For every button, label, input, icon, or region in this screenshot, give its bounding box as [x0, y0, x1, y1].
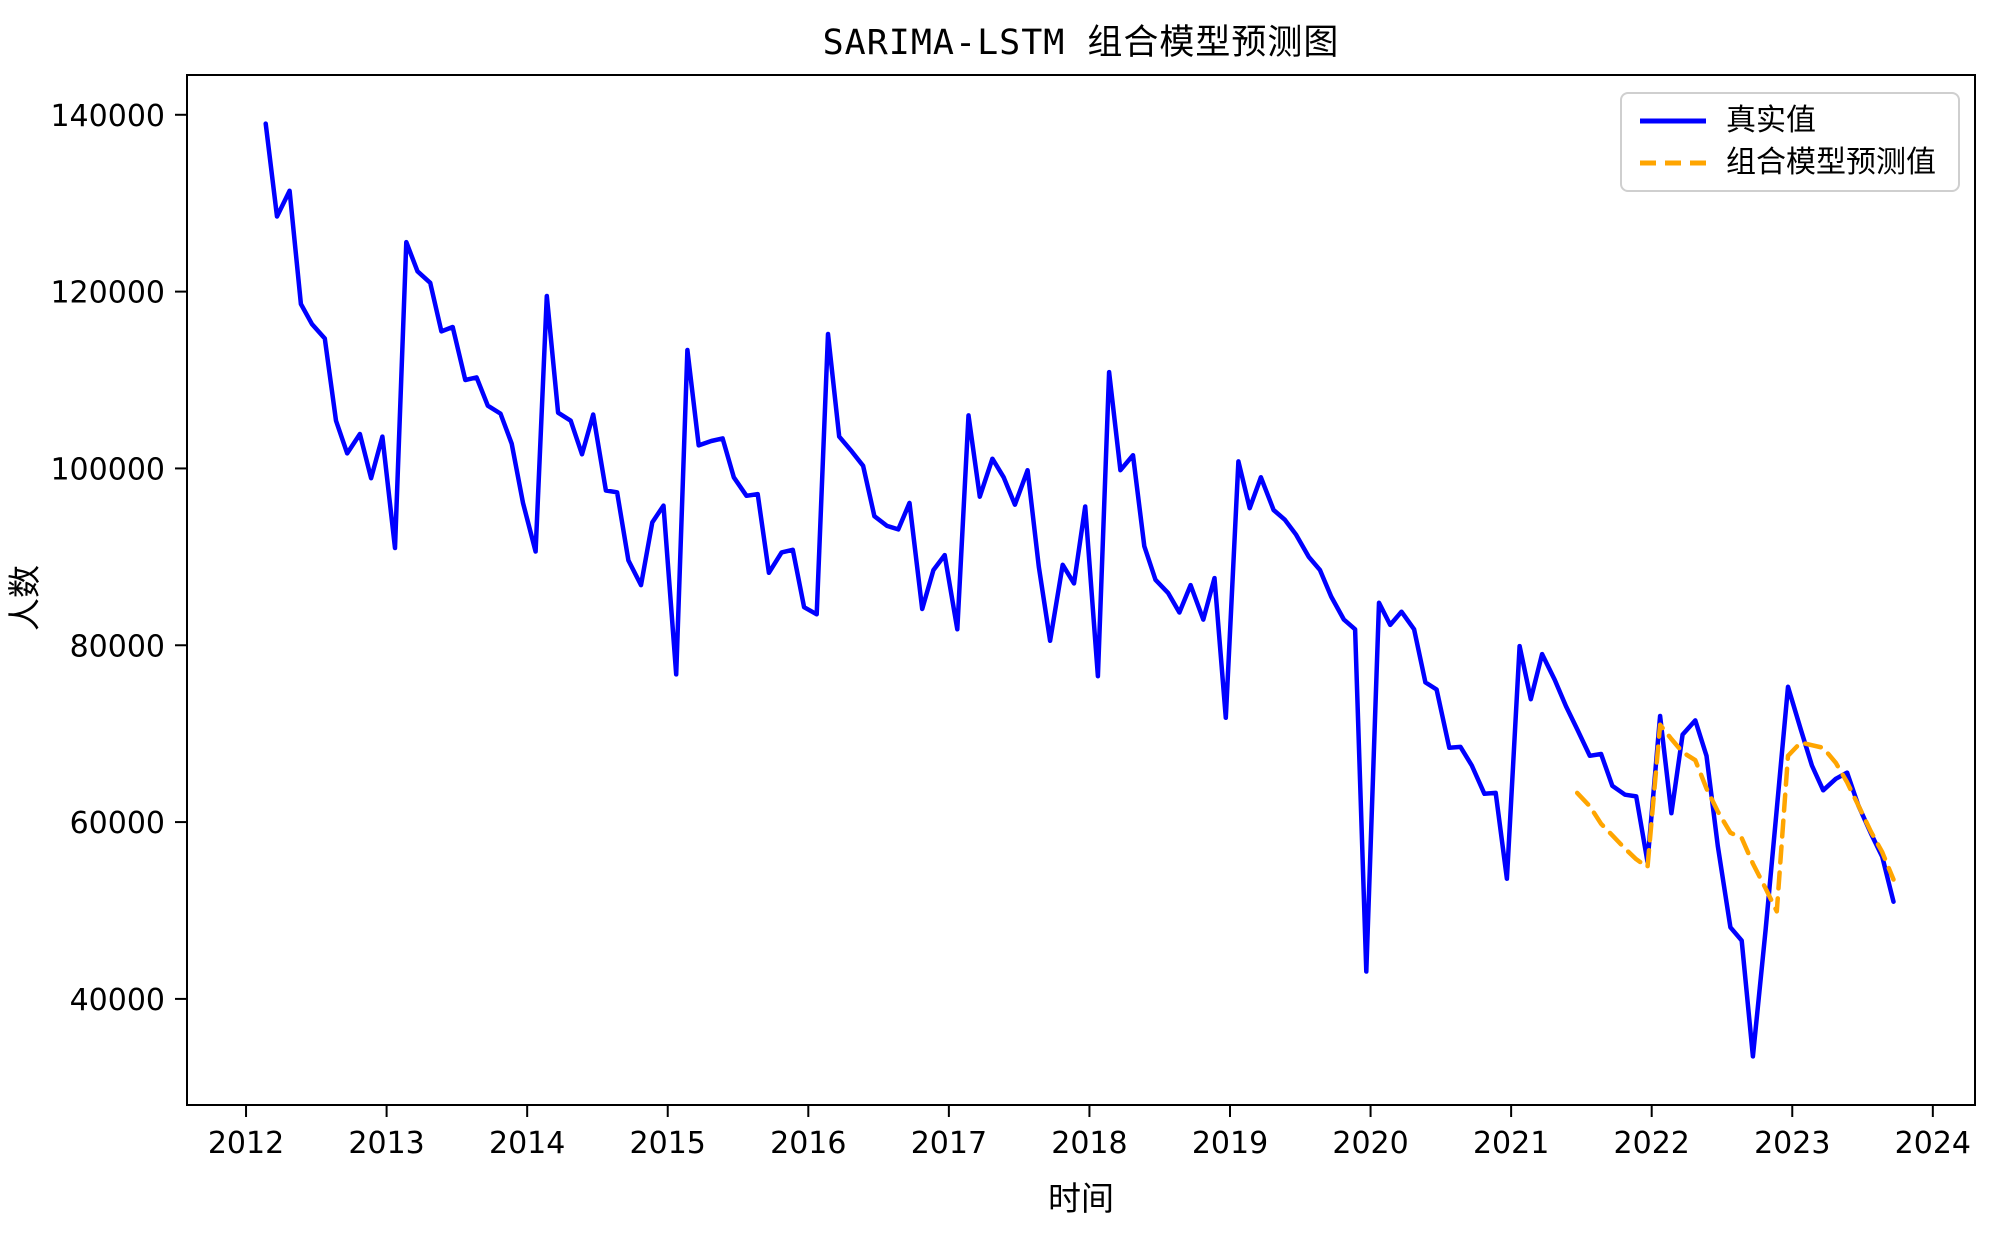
legend-box: 真实值 组合模型预测值: [1620, 92, 1960, 192]
x-tick-label: 2017: [911, 1126, 987, 1161]
y-tick-label: 60000: [70, 806, 165, 841]
x-tick-label: 2016: [770, 1126, 846, 1161]
x-tick-label: 2012: [208, 1126, 284, 1161]
legend-line-dashed-icon: [1640, 160, 1706, 166]
actual-line: [263, 121, 1896, 1059]
legend-item-actual: 真实值: [1622, 106, 1958, 136]
y-tick-label: 80000: [70, 629, 165, 664]
y-tick-label: 100000: [50, 452, 165, 487]
legend-item-predicted: 组合模型预测值: [1622, 148, 1958, 178]
legend-label-actual: 真实值: [1726, 103, 1816, 138]
x-tick-label: 2020: [1332, 1126, 1408, 1161]
x-tick-label: 2022: [1614, 1126, 1690, 1161]
predicted-line: [1574, 722, 1896, 914]
x-tick-label: 2021: [1473, 1126, 1549, 1161]
plot-frame: [186, 74, 1976, 1106]
x-tick-label: 2013: [348, 1126, 424, 1161]
y-axis-label: 人数: [5, 565, 44, 631]
x-axis-label: 时间: [1048, 1179, 1114, 1218]
legend-label-predicted: 组合模型预测值: [1726, 145, 1936, 180]
legend-line-solid-icon: [1640, 118, 1706, 124]
y-tick-label: 120000: [50, 276, 165, 311]
y-tick-label: 140000: [50, 99, 165, 134]
x-tick-label: 2014: [489, 1126, 565, 1161]
x-tick-label: 2019: [1192, 1126, 1268, 1161]
x-tick-label: 2015: [630, 1126, 706, 1161]
chart-title: SARIMA-LSTM 组合模型预测图: [822, 23, 1340, 63]
x-tick-label: 2018: [1051, 1126, 1127, 1161]
x-tick-label: 2023: [1754, 1126, 1830, 1161]
y-tick-label: 40000: [70, 983, 165, 1018]
x-tick-label: 2024: [1895, 1126, 1971, 1161]
